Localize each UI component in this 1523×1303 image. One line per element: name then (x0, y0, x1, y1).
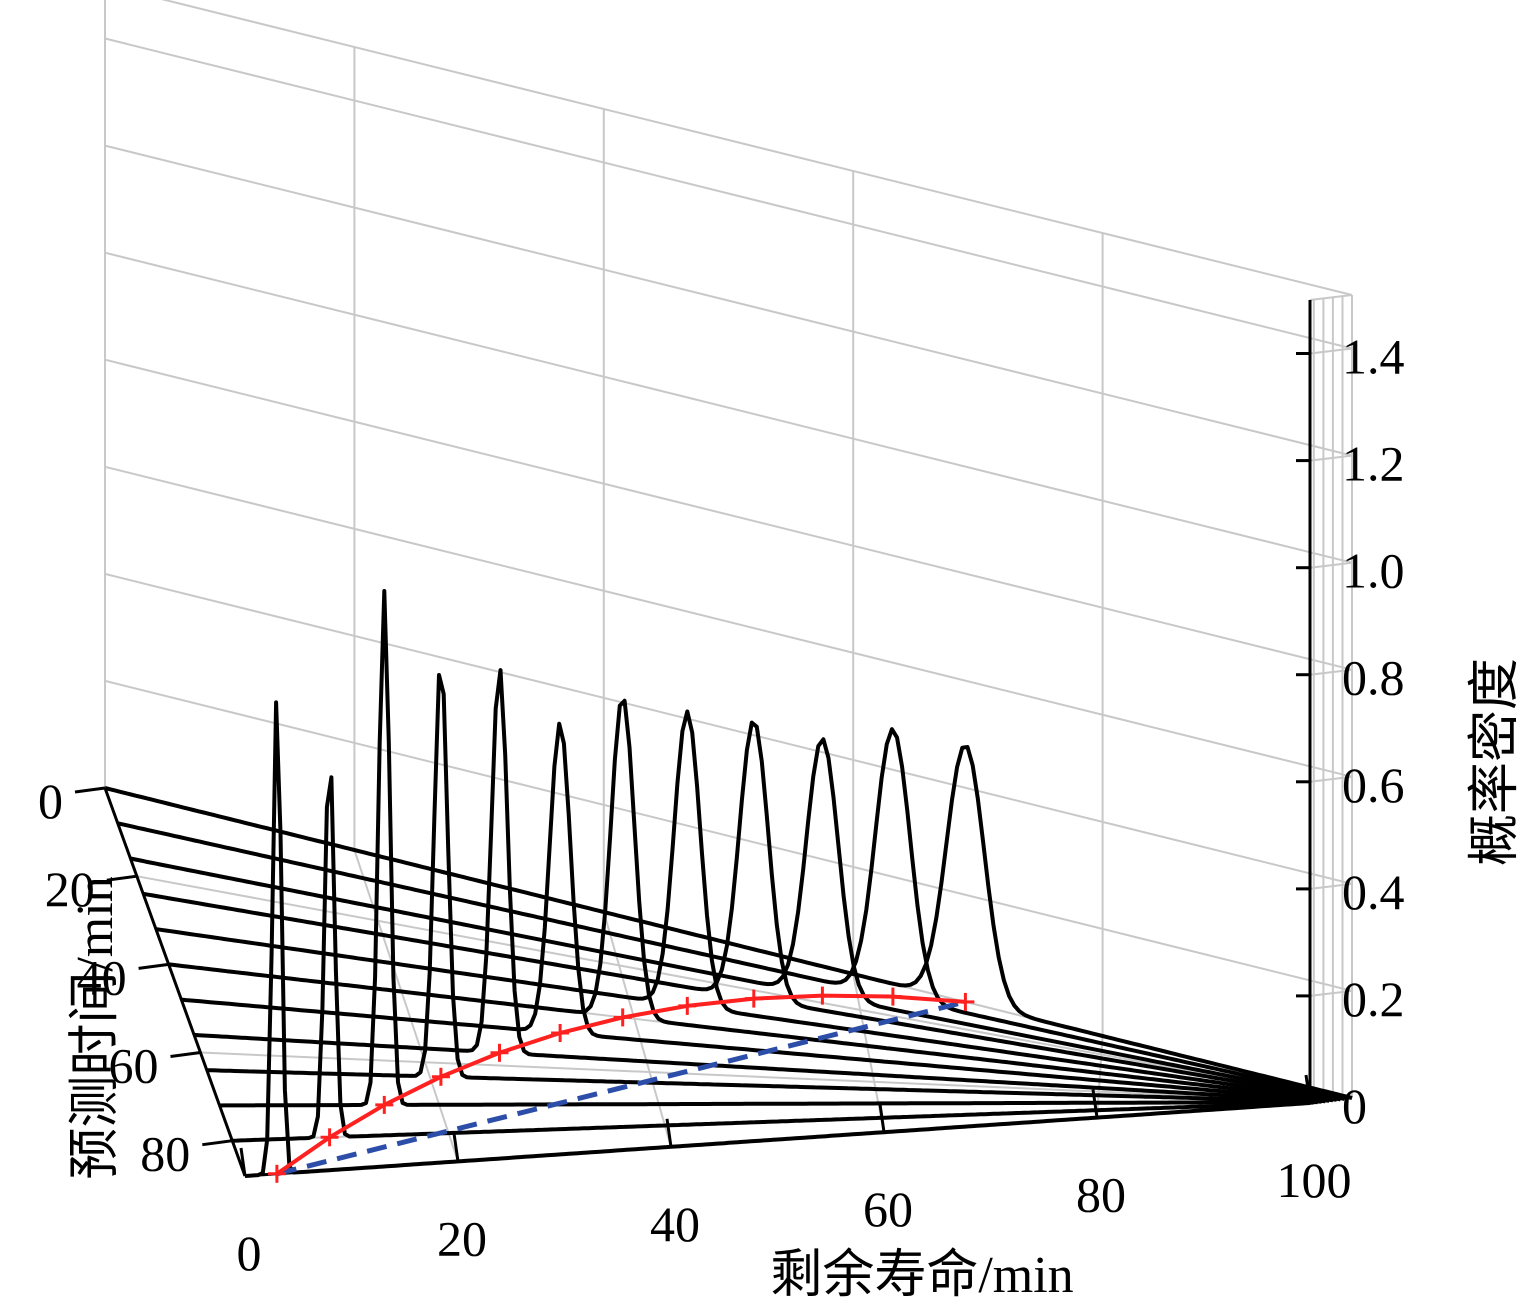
x-tick-label: 100 (1277, 1152, 1352, 1208)
z-tick-label: 0.8 (1342, 650, 1405, 706)
predicted-rul-marker (613, 1008, 632, 1027)
x-tick-label: 0 (237, 1225, 262, 1281)
predicted-rul-marker (375, 1095, 394, 1114)
grid-line (1309, 775, 1353, 783)
grid-line (104, 144, 1353, 457)
x-tick-label: 80 (1076, 1167, 1126, 1223)
y-tick-label: 20 (45, 861, 95, 917)
y-tick (138, 962, 169, 970)
grid-line (602, 911, 672, 1148)
pdf-curve (142, 720, 1341, 1102)
z-tick-label: 0.2 (1342, 971, 1405, 1027)
x-axis-label: 剩余寿命/min (770, 1246, 1073, 1303)
y-tick (74, 786, 106, 794)
x-tick (452, 1133, 460, 1162)
z-tick-label: 0 (1342, 1078, 1367, 1134)
z-tick-label: 0.4 (1342, 864, 1405, 920)
pdf-curve (117, 727, 1349, 1101)
grid-line (1309, 454, 1353, 462)
z-tick-label: 1.2 (1342, 436, 1405, 492)
y-tick-label: 80 (140, 1126, 190, 1182)
z-tick-label: 1.4 (1342, 329, 1405, 385)
grid-line (104, 358, 1353, 671)
x-tick-label: 60 (863, 1181, 913, 1237)
predicted-rul-marker (744, 989, 763, 1008)
grid-line (353, 849, 459, 1162)
z-tick-label: 1.0 (1342, 543, 1405, 599)
grid-line (1309, 882, 1353, 890)
z-tick-label: 0.6 (1342, 757, 1405, 813)
y-tick (202, 1139, 233, 1147)
predicted-rul-marker (490, 1043, 509, 1062)
pdf-curve (206, 673, 1322, 1104)
predicted-rul-marker (813, 986, 832, 1005)
grid-line (104, 679, 1353, 992)
y-tick-label: 60 (109, 1038, 159, 1094)
y-axis-label: 预测时间/min (67, 876, 124, 1179)
grid-line (104, 37, 1353, 350)
grid-line (200, 1051, 1324, 1103)
y-tick-label: 0 (38, 773, 63, 829)
grid-line (136, 875, 1343, 1101)
grid-line (161, 0, 1353, 296)
actual-rul-line (276, 999, 967, 1177)
pdf-curve (130, 737, 1345, 1101)
y-tick (170, 1051, 201, 1058)
pdf-curves (104, 589, 1353, 1178)
grid-line (1309, 294, 1353, 301)
grid-line (104, 572, 1353, 885)
pdf-curve (155, 709, 1337, 1102)
predicted-rul-marker (267, 1164, 286, 1183)
pdf-curve (219, 589, 1318, 1108)
x-tick (665, 1118, 673, 1148)
grid-line (1309, 668, 1353, 676)
pdf-curve (232, 775, 1314, 1143)
z-axis-label: 概率密度 (1467, 658, 1523, 866)
predicted-rul-marker (551, 1024, 570, 1042)
pdf-curve (168, 698, 1334, 1103)
grid-line (1309, 347, 1353, 355)
grid-line (104, 251, 1353, 564)
predicted-rul-marker (431, 1067, 450, 1086)
pdf-curve (244, 700, 1311, 1178)
pdf-curve (193, 668, 1326, 1104)
predicted-rul-marker (678, 996, 697, 1015)
predicted-rul-line (275, 993, 966, 1176)
grid-line (104, 465, 1353, 778)
predicted-rul-marker (883, 987, 902, 1006)
predicted-rul-marker (320, 1128, 339, 1147)
x-tick (239, 1147, 247, 1177)
grid-line (1309, 561, 1353, 569)
grid-line (1309, 989, 1353, 997)
y-tick (106, 874, 137, 882)
x-tick-label: 20 (437, 1210, 487, 1266)
y-tick-label: 40 (77, 949, 127, 1005)
rul-lines (267, 986, 975, 1183)
predicted-rul-marker (956, 992, 975, 1011)
labels: 剩余寿命/min 预测时间/min 概率密度 0 20 40 60 80 100 0 20 40… (38, 329, 1523, 1303)
y-axis-line (103, 787, 247, 1177)
x-tick-label: 40 (650, 1196, 700, 1252)
